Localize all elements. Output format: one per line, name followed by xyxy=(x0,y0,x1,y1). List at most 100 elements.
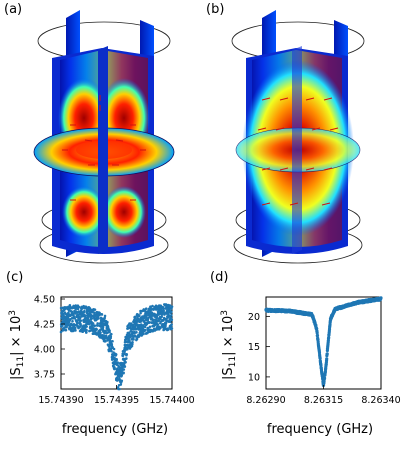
data-point xyxy=(98,311,101,315)
data-point xyxy=(84,314,87,317)
data-point xyxy=(91,324,95,328)
data-point xyxy=(125,357,128,360)
data-point xyxy=(103,314,107,318)
data-point xyxy=(170,327,174,330)
data-point xyxy=(318,356,322,360)
data-point xyxy=(129,335,132,338)
y-tick-label: 4.25 xyxy=(34,320,55,331)
y-tick-label: 20 xyxy=(248,312,260,323)
data-point xyxy=(139,311,142,315)
data-point xyxy=(144,307,148,310)
y-tick-label: 4.00 xyxy=(34,345,55,356)
data-point xyxy=(106,320,109,324)
data-point xyxy=(143,328,147,332)
data-point xyxy=(72,324,76,328)
data-point xyxy=(325,352,329,356)
data-point xyxy=(315,333,320,338)
data-point xyxy=(115,358,118,361)
data-point xyxy=(109,335,113,338)
data-point xyxy=(85,328,88,332)
data-point xyxy=(164,303,168,306)
y-tick-label: 3.75 xyxy=(34,370,55,381)
panel-label-a: (a) xyxy=(4,2,22,17)
data-point xyxy=(147,321,151,324)
data-point xyxy=(122,371,125,375)
data-point xyxy=(106,338,110,342)
data-point xyxy=(73,326,77,330)
data-point xyxy=(110,332,113,336)
data-point xyxy=(79,324,82,327)
chart-c: 15.74390 15.74395 15.74400 3.75 4.00 4.2… xyxy=(8,295,195,438)
data-point xyxy=(134,328,138,331)
data-point xyxy=(85,331,88,334)
data-point xyxy=(143,325,147,329)
data-point xyxy=(120,379,124,383)
y-axis-label: |S11| × 103 xyxy=(8,310,26,380)
data-point xyxy=(170,318,174,322)
front-fin xyxy=(98,46,108,254)
data-point xyxy=(97,317,100,320)
data-point xyxy=(108,330,111,334)
data-point xyxy=(90,316,94,320)
data-point xyxy=(61,324,64,327)
panel-label-b: (b) xyxy=(206,2,224,17)
data-point xyxy=(59,306,63,310)
data-point xyxy=(162,309,166,313)
data-point xyxy=(104,339,107,343)
field-illustration-a xyxy=(33,10,175,264)
data-point xyxy=(327,335,331,340)
data-point xyxy=(91,322,95,325)
data-point xyxy=(84,316,87,320)
plot-frame xyxy=(60,296,173,390)
data-point xyxy=(170,305,174,308)
data-point xyxy=(100,313,104,316)
data-point xyxy=(67,311,70,315)
data-point xyxy=(110,349,113,353)
data-point xyxy=(132,338,135,341)
data-point xyxy=(103,316,107,320)
field-illustration-b xyxy=(231,10,365,264)
x-tick-label: 8.26340 xyxy=(361,395,400,406)
data-point xyxy=(85,325,88,328)
data-point xyxy=(145,314,148,318)
data-point xyxy=(93,324,97,328)
data-point xyxy=(322,376,327,380)
x-tick-label: 8.26290 xyxy=(246,395,285,406)
data-point xyxy=(73,316,77,320)
data-point xyxy=(151,304,154,308)
data-point xyxy=(122,368,126,371)
data-point xyxy=(159,326,162,329)
data-point xyxy=(88,322,91,326)
data-point xyxy=(146,326,150,330)
data-point xyxy=(74,329,77,332)
panel-label-c: (c) xyxy=(6,270,23,285)
data-point xyxy=(111,339,114,343)
data-point xyxy=(83,309,86,313)
data-point xyxy=(169,313,173,317)
data-point xyxy=(319,363,323,368)
data-point xyxy=(96,322,99,325)
data-point xyxy=(139,320,142,323)
data-point xyxy=(133,332,136,335)
x-tick-label: 15.74400 xyxy=(149,395,194,406)
data-point xyxy=(125,353,129,356)
data-point xyxy=(116,361,119,364)
data-point xyxy=(168,304,172,307)
data-point xyxy=(325,357,329,361)
data-point xyxy=(125,343,129,347)
data-point xyxy=(135,337,139,341)
data-point xyxy=(119,383,123,386)
data-point xyxy=(77,305,81,309)
data-point xyxy=(118,387,121,391)
data-point xyxy=(120,374,123,377)
data-point xyxy=(134,316,137,320)
data-point xyxy=(379,296,383,300)
data-point xyxy=(152,318,156,322)
x-axis-label: frequency (GHz) xyxy=(267,422,373,437)
field-arrows xyxy=(257,97,339,206)
x-tick-label: 15.74395 xyxy=(94,395,139,406)
panel-label-d: (d) xyxy=(210,270,228,285)
data-point xyxy=(315,331,319,335)
data-point xyxy=(131,340,134,344)
data-point xyxy=(66,316,70,320)
